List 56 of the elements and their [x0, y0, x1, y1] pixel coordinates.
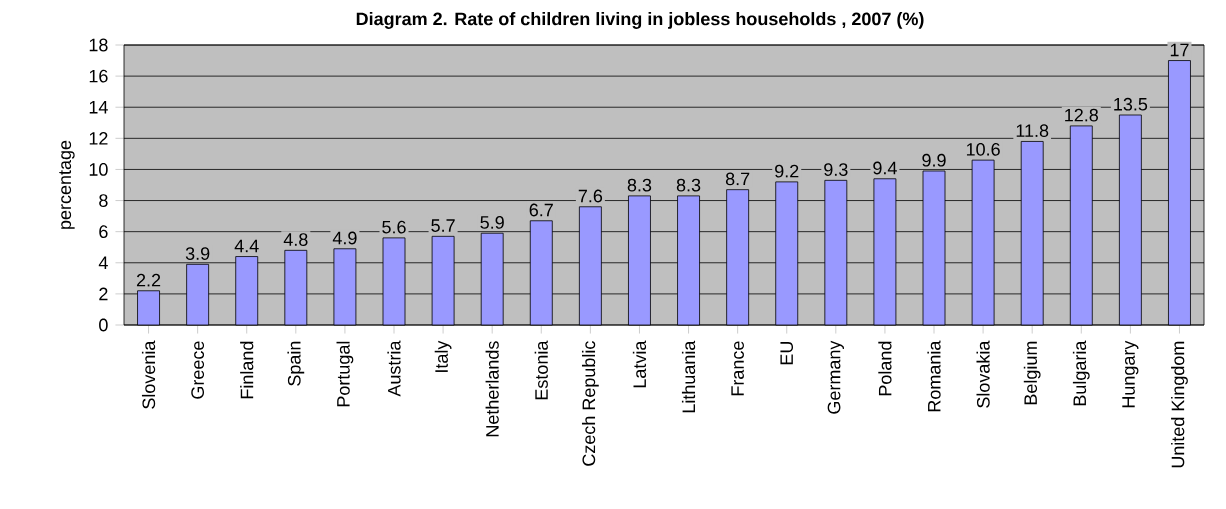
data-label: 9.2 [775, 164, 799, 178]
x-tick-label: Austria [387, 340, 401, 397]
data-label: 5.9 [480, 216, 504, 229]
x-tick-label: Netherlands [485, 341, 499, 437]
data-label: 12.8 [1065, 108, 1099, 122]
data-label: 17 [1170, 43, 1189, 57]
x-tick-label: Belgium [1023, 341, 1041, 405]
x-tick-label: Portugal [336, 341, 354, 407]
x-tick-label: Italy [434, 340, 452, 372]
x-tick-label: Lithuania [681, 340, 696, 413]
y-tick-label: 14 [89, 101, 108, 114]
data-label: 3.9 [185, 247, 210, 260]
y-tick-label: 2 [99, 287, 108, 301]
x-tick-label: Czech Republic [581, 341, 599, 466]
x-tick-label: Latvia [632, 340, 647, 388]
x-tick-label: Hungary [1122, 340, 1139, 408]
y-tick-label: 8 [99, 194, 108, 207]
x-tick-label: France [731, 341, 744, 396]
y-tick-label: 12 [89, 132, 108, 145]
data-label: 10.6 [966, 142, 1000, 156]
data-label: 4.9 [332, 231, 357, 245]
data-label: 4.4 [234, 239, 259, 253]
y-tick-label: 0 [99, 318, 108, 332]
x-tick-label: Greece [191, 341, 205, 399]
data-label: 8.3 [627, 178, 652, 192]
x-tick-label: Slovakia [976, 340, 990, 408]
x-tick-label: Finland [240, 341, 254, 399]
data-label: 9.4 [873, 161, 897, 175]
x-tick-label: United Kingdom [1171, 341, 1188, 468]
data-label: 13.5 [1114, 97, 1148, 111]
x-tick-label: Slovenia [141, 340, 156, 409]
y-tick-label: 18 [89, 38, 108, 52]
x-tick-label: Spain [287, 341, 305, 386]
data-label: 8.3 [676, 178, 701, 192]
data-label: 2.2 [136, 273, 161, 287]
y-tick-label: 10 [89, 163, 108, 176]
data-label: 11.8 [1016, 124, 1049, 138]
x-tick-label: Poland [878, 341, 892, 396]
x-tick-label: Bulgaria [1072, 340, 1090, 406]
data-label: 9.9 [922, 153, 946, 167]
data-label: 8.7 [725, 172, 750, 186]
data-label: 7.6 [578, 189, 603, 203]
y-tick-label: 4 [98, 256, 108, 269]
x-tick-label: EU [780, 342, 794, 365]
data-label: 5.6 [382, 220, 406, 234]
data-label: 4.8 [283, 233, 308, 246]
y-tick-label: 16 [89, 69, 108, 83]
data-label: 9.3 [824, 163, 848, 176]
chart-title: Diagram 2. Rate of children living in jobless households , 2007 (%) [356, 12, 924, 29]
data-label: 6.7 [529, 203, 553, 217]
y-tick-label: 6 [99, 225, 108, 239]
y-axis-title: percentage [59, 140, 75, 229]
data-label: 5.7 [431, 219, 455, 232]
x-tick-label: Germany [827, 340, 844, 414]
x-tick-label: Estonia [534, 340, 548, 400]
x-tick-label: Romania [927, 340, 941, 412]
